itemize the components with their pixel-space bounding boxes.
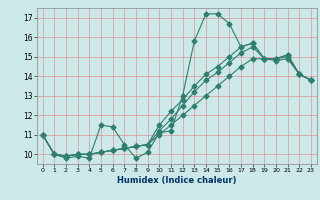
X-axis label: Humidex (Indice chaleur): Humidex (Indice chaleur) [117,176,236,185]
